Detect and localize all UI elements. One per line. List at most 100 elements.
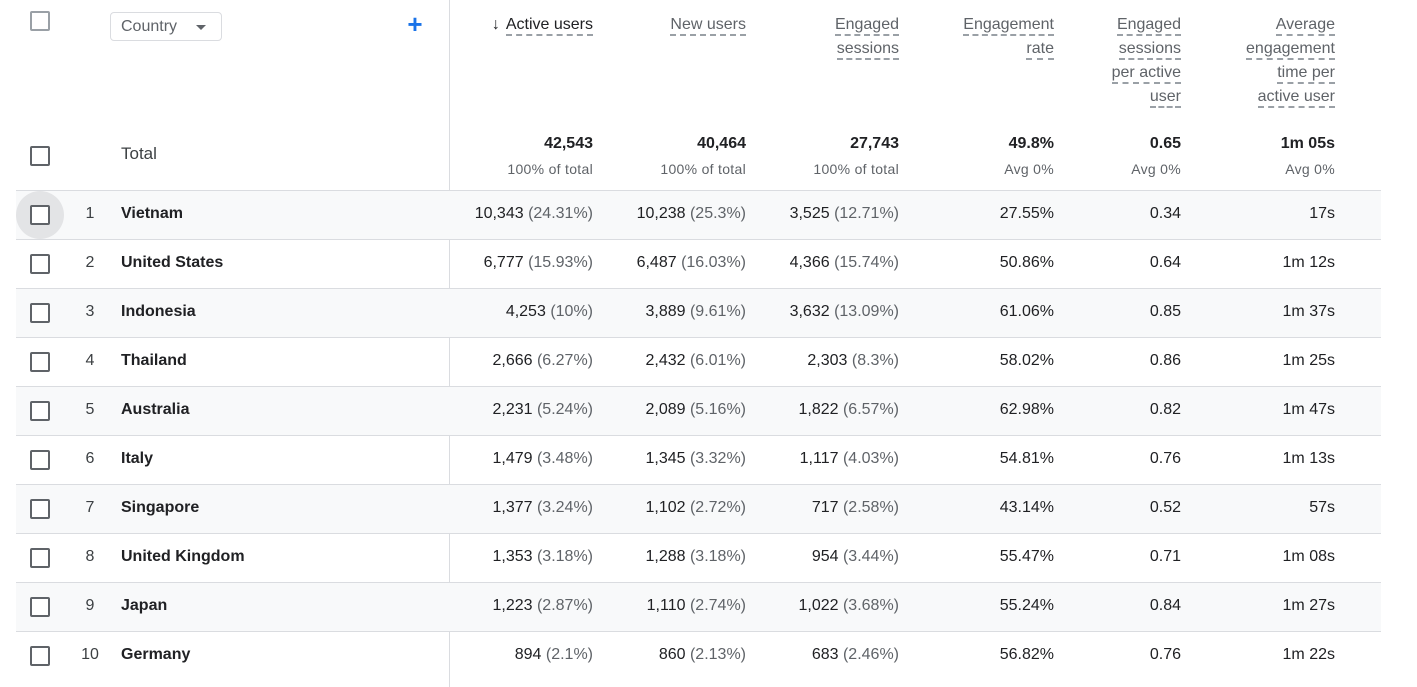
- table-row[interactable]: 5 Australia 2,231 (5.24%) 2,089 (5.16%) 1,82…: [16, 386, 1381, 435]
- cell-value: 2,303: [807, 352, 848, 369]
- sessions-per-user-cell: 0.84: [1001, 597, 1181, 615]
- table-row[interactable]: 6 Italy 1,479 (3.48%) 1,345 (3.32%) 1,117 (4…: [16, 435, 1381, 484]
- cell-percentage: (15.93%): [528, 254, 593, 271]
- row-checkbox[interactable]: [30, 303, 50, 323]
- cell-value: 17s: [1309, 205, 1335, 222]
- table-row[interactable]: 3 Indonesia 4,253 (10%) 3,889 (9.61%) 3,632 …: [16, 288, 1381, 337]
- country-name: Indonesia: [121, 303, 196, 320]
- cell-percentage: (3.48%): [536, 450, 593, 467]
- engaged-sessions-cell: 1,117 (4.03%): [719, 450, 899, 468]
- table-row[interactable]: 9 Japan 1,223 (2.87%) 1,110 (2.74%) 1,022 (3…: [16, 582, 1381, 631]
- cell-value: 1,479: [492, 450, 533, 467]
- cell-percentage: (2.58%): [842, 499, 899, 516]
- engagement-rate-cell: 50.86%: [874, 254, 1054, 272]
- sessions-per-user-cell: 0.76: [1001, 450, 1181, 468]
- cell-percentage: (10%): [550, 303, 593, 320]
- active-users-cell: 1,377 (3.24%): [413, 499, 593, 517]
- engaged-sessions-cell: 717 (2.58%): [719, 499, 899, 517]
- cell-value: 0.52: [1149, 499, 1181, 516]
- column-divider: [449, 0, 450, 687]
- cell-percentage: (6.27%): [536, 352, 593, 369]
- cell-percentage: (3.24%): [536, 499, 593, 516]
- cell-percentage: (2.13%): [689, 646, 746, 663]
- country-name: Japan: [121, 597, 168, 614]
- engagement-rate-cell: 62.98%: [874, 401, 1054, 419]
- column-header-label: Engagement: [963, 16, 1054, 36]
- total-subtext: Avg 0%: [1285, 161, 1335, 177]
- total-value: 1m 05s: [1280, 135, 1335, 152]
- column-header-label: Active users: [505, 16, 593, 36]
- active-users-cell: 1,353 (3.18%): [413, 548, 593, 566]
- dropdown-caret-icon: [196, 25, 206, 30]
- table-row[interactable]: 2 United States 6,777 (15.93%) 6,487 (16.03…: [16, 239, 1381, 288]
- column-header-label: engagement: [1246, 40, 1335, 60]
- avg-engagement-time-cell: 1m 47s: [1155, 401, 1335, 419]
- select-all-checkbox[interactable]: [30, 11, 50, 31]
- dimension-dropdown[interactable]: Country: [110, 12, 222, 41]
- cell-percentage: (15.74%): [834, 254, 899, 271]
- table-row[interactable]: 10 Germany 894 (2.1%) 860 (2.13%) 683 (2.46%…: [16, 631, 1381, 680]
- column-header[interactable]: Engaged sessions per active user: [1061, 13, 1181, 109]
- cell-value: 683: [811, 646, 839, 663]
- total-subtext: Avg 0%: [1131, 161, 1181, 177]
- new-users-cell: 1,102 (2.72%): [566, 499, 746, 517]
- new-users-cell: 10,238 (25.3%): [566, 205, 746, 223]
- engagement-rate-cell: 61.06%: [874, 303, 1054, 321]
- row-checkbox[interactable]: [30, 646, 50, 666]
- engaged-sessions-cell: 2,303 (8.3%): [719, 352, 899, 370]
- cell-value: 894: [514, 646, 542, 663]
- cell-value: 3,525: [789, 205, 830, 222]
- cell-value: 55.47%: [999, 548, 1054, 565]
- row-checkbox[interactable]: [30, 499, 50, 519]
- column-header[interactable]: ↓ Active users: [433, 13, 593, 37]
- column-header[interactable]: New users: [606, 13, 746, 37]
- add-dimension-icon[interactable]: +: [407, 9, 423, 39]
- country-name: United States: [121, 254, 224, 271]
- new-users-cell: 2,432 (6.01%): [566, 352, 746, 370]
- avg-engagement-time-cell: 1m 37s: [1155, 303, 1335, 321]
- cell-value: 55.24%: [999, 597, 1054, 614]
- row-checkbox[interactable]: [30, 205, 50, 225]
- sort-descending-icon[interactable]: ↓: [491, 16, 500, 33]
- cell-value: 3,889: [645, 303, 686, 320]
- row-rank: 5: [85, 401, 95, 418]
- table-row[interactable]: 8 United Kingdom 1,353 (3.18%) 1,288 (3.18%…: [16, 533, 1381, 582]
- column-header[interactable]: Engagement rate: [914, 13, 1054, 61]
- column-header[interactable]: Engaged sessions: [759, 13, 899, 61]
- cell-value: 6,777: [483, 254, 524, 271]
- total-value: 49.8%: [1008, 135, 1054, 152]
- country-name: Australia: [121, 401, 190, 418]
- cell-percentage: (3.44%): [842, 548, 899, 565]
- column-header-label: New users: [670, 16, 746, 36]
- sessions-per-user-cell: 0.82: [1001, 401, 1181, 419]
- row-checkbox[interactable]: [30, 450, 50, 470]
- new-users-cell: 2,089 (5.16%): [566, 401, 746, 419]
- total-value: 40,464: [697, 135, 746, 152]
- active-users-cell: 1,479 (3.48%): [413, 450, 593, 468]
- total-row-checkbox[interactable]: [30, 146, 50, 166]
- sessions-per-user-cell: 0.71: [1001, 548, 1181, 566]
- table-row[interactable]: 4 Thailand 2,666 (6.27%) 2,432 (6.01%) 2,303…: [16, 337, 1381, 386]
- table-row[interactable]: 1 Vietnam 10,343 (24.31%) 10,238 (25.3%) 3,5…: [16, 190, 1381, 239]
- avg-engagement-time-cell: 1m 13s: [1155, 450, 1335, 468]
- active-users-cell: 2,231 (5.24%): [413, 401, 593, 419]
- cell-value: 56.82%: [999, 646, 1054, 663]
- cell-value: 10,238: [636, 205, 686, 222]
- cell-value: 717: [811, 499, 839, 516]
- row-checkbox[interactable]: [30, 352, 50, 372]
- cell-value: 2,089: [645, 401, 686, 418]
- row-rank: 7: [85, 499, 95, 516]
- cell-value: 0.71: [1149, 548, 1181, 565]
- cell-value: 1,345: [645, 450, 686, 467]
- cell-percentage: (3.18%): [536, 548, 593, 565]
- table-row[interactable]: 7 Singapore 1,377 (3.24%) 1,102 (2.72%) 717 …: [16, 484, 1381, 533]
- country-name: Italy: [121, 450, 154, 467]
- cell-percentage: (2.46%): [842, 646, 899, 663]
- row-checkbox[interactable]: [30, 254, 50, 274]
- avg-engagement-time-cell: 57s: [1155, 499, 1335, 517]
- cell-value: 4,366: [789, 254, 830, 271]
- column-header[interactable]: Average engagement time per active user: [1185, 13, 1335, 109]
- row-checkbox[interactable]: [30, 548, 50, 568]
- row-checkbox[interactable]: [30, 597, 50, 617]
- row-checkbox[interactable]: [30, 401, 50, 421]
